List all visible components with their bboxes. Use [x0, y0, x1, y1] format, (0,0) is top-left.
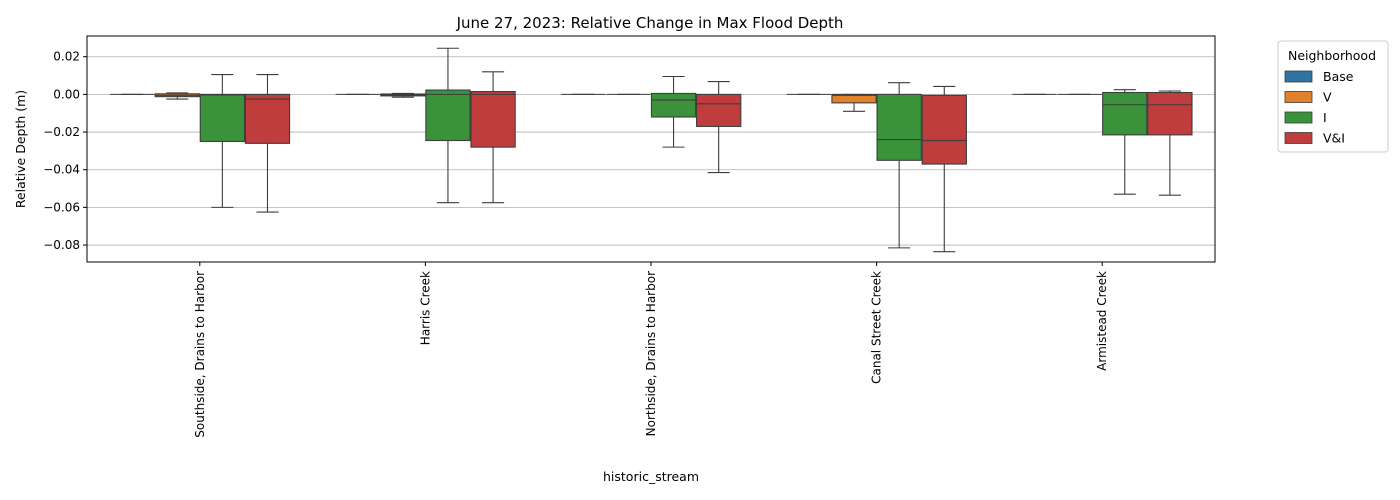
legend-label: Base	[1323, 69, 1354, 84]
box-V&I-2	[696, 81, 742, 174]
box-V-0	[154, 92, 200, 100]
grid-lines	[87, 56, 1215, 246]
box-V&I-0	[244, 74, 291, 213]
y-tick-label: −0.08	[43, 238, 80, 252]
x-tick-label: Northside, Drains to Harbor	[644, 271, 658, 436]
plot-frame	[86, 35, 1216, 263]
box-I-0	[199, 74, 246, 208]
legend-swatch	[1284, 132, 1313, 144]
x-tick-label: Armistead Creek	[1095, 271, 1109, 371]
x-tick-label: Harris Creek	[418, 271, 432, 345]
y-tick-label: 0.02	[53, 50, 80, 64]
box-body	[470, 91, 516, 148]
box-I-4	[1102, 89, 1148, 195]
x-tick-label: Southside, Drains to Harbor	[193, 271, 207, 438]
box-V-3	[831, 93, 877, 112]
y-tick-label: −0.02	[43, 125, 80, 139]
box-body	[244, 93, 291, 144]
legend-swatch	[1284, 111, 1313, 124]
x-tick-label: Canal Street Creek	[870, 271, 884, 384]
x-axis-ticks: Southside, Drains to Harbor Harris Creek N…	[193, 262, 1109, 438]
y-axis-title: Relative Depth (m)	[13, 90, 28, 208]
box-body	[831, 93, 877, 104]
y-tick-label: 0.00	[53, 87, 80, 101]
box-body	[1147, 91, 1193, 136]
box-body	[921, 94, 967, 165]
box-V&I-3	[921, 85, 967, 253]
box-V&I-4	[1147, 90, 1193, 196]
legend-frame	[1277, 40, 1389, 153]
legend-title: Neighborhood	[1288, 48, 1376, 63]
box-body	[199, 93, 246, 143]
y-tick-label: −0.06	[43, 200, 80, 214]
y-axis-ticks: 0.02 0.00 −0.02 −0.04 −0.06 −0.08	[43, 50, 87, 252]
box-I-3	[876, 82, 922, 249]
legend-items: Base VI V&I	[1284, 69, 1354, 146]
box-body	[876, 93, 922, 161]
box-body	[1102, 91, 1148, 136]
legend-swatch	[1284, 70, 1313, 83]
y-tick-label: −0.04	[43, 163, 80, 177]
legend-label: I	[1323, 110, 1327, 125]
chart-title: June 27, 2023: Relative Change in Max Fl…	[456, 14, 844, 32]
legend-swatch	[1284, 91, 1313, 103]
box-plots	[110, 47, 1193, 253]
legend-label: V	[1323, 90, 1332, 105]
box-body	[696, 93, 742, 127]
legend: Neighborhood Base VI V&I	[1277, 40, 1389, 153]
box-V&I-1	[470, 71, 516, 204]
box-body	[650, 92, 697, 118]
box-V-1	[380, 92, 426, 98]
box-body	[425, 89, 471, 142]
box-I-2	[650, 75, 697, 148]
x-axis-title: historic_stream	[603, 469, 699, 484]
box-I-1	[425, 47, 471, 204]
legend-label: V&I	[1323, 131, 1345, 146]
